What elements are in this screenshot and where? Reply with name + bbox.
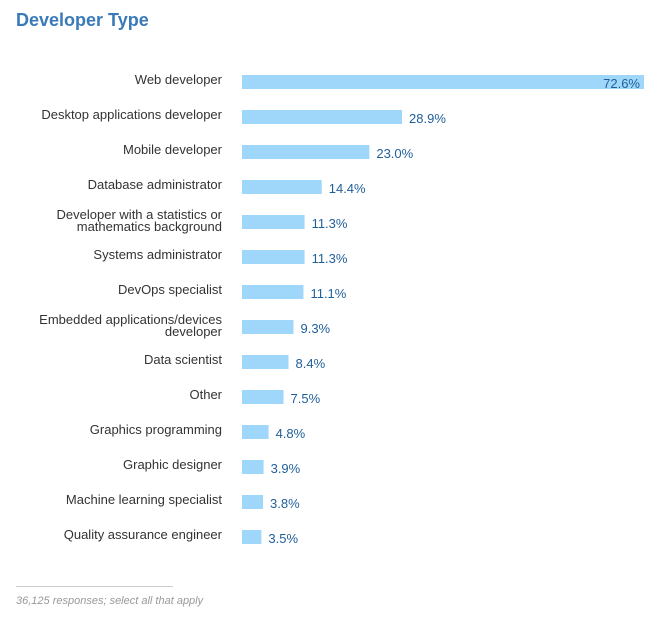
bar-8	[242, 320, 294, 334]
value-label-14: 3.5%	[268, 531, 298, 546]
bar-9	[242, 355, 289, 369]
category-label-3: Mobile developer	[123, 142, 223, 157]
value-label-6: 11.3%	[312, 251, 348, 266]
footnote: 36,125 responses; select all that apply	[16, 595, 204, 607]
bar-11	[242, 425, 269, 439]
value-label-12: 3.9%	[271, 461, 301, 476]
category-label-9: Data scientist	[144, 352, 222, 367]
category-label-14: Quality assurance engineer	[64, 527, 223, 542]
bar-5	[242, 215, 305, 229]
category-label-7: DevOps specialist	[118, 282, 222, 297]
value-label-11: 4.8%	[276, 426, 306, 441]
category-label-5: Developer with a statistics or mathematic…	[57, 207, 223, 234]
bar-12	[242, 460, 264, 474]
category-label-1: Web developer	[135, 72, 223, 87]
value-label-1: 72.6%	[603, 76, 640, 91]
category-label-6: Systems administrator	[93, 247, 222, 262]
category-label-8: Embedded applications/devices developer	[39, 312, 223, 339]
bar-6	[242, 250, 305, 264]
bar-7	[242, 285, 304, 299]
bar-10	[242, 390, 284, 404]
value-label-5: 11.3%	[312, 216, 348, 231]
category-label-11: Graphics programming	[90, 422, 222, 437]
value-label-13: 3.8%	[270, 496, 300, 511]
value-label-10: 7.5%	[291, 391, 321, 406]
bar-chart: 72.6% Web developer 28.9% Desktop applicati…	[39, 72, 644, 546]
bar-13	[242, 495, 264, 509]
value-label-7: 11.1%	[310, 286, 346, 301]
chart-title: Developer Type	[16, 10, 149, 30]
bar-1	[242, 75, 644, 89]
category-label-10: Other	[189, 387, 222, 402]
bar-14	[242, 530, 262, 544]
value-label-3: 23.0%	[376, 146, 413, 161]
category-label-12: Graphic designer	[123, 457, 223, 472]
value-label-2: 28.9%	[409, 111, 446, 126]
value-label-9: 8.4%	[296, 356, 326, 371]
footnote-divider	[16, 586, 173, 587]
bar-2	[242, 110, 403, 124]
category-label-4: Database administrator	[88, 177, 223, 192]
value-label-4: 14.4%	[329, 181, 366, 196]
bar-3	[242, 145, 370, 159]
value-label-8: 9.3%	[300, 321, 330, 336]
category-label-2: Desktop applications developer	[41, 107, 222, 122]
bar-4	[242, 180, 322, 194]
category-label-13: Machine learning specialist	[66, 492, 222, 507]
